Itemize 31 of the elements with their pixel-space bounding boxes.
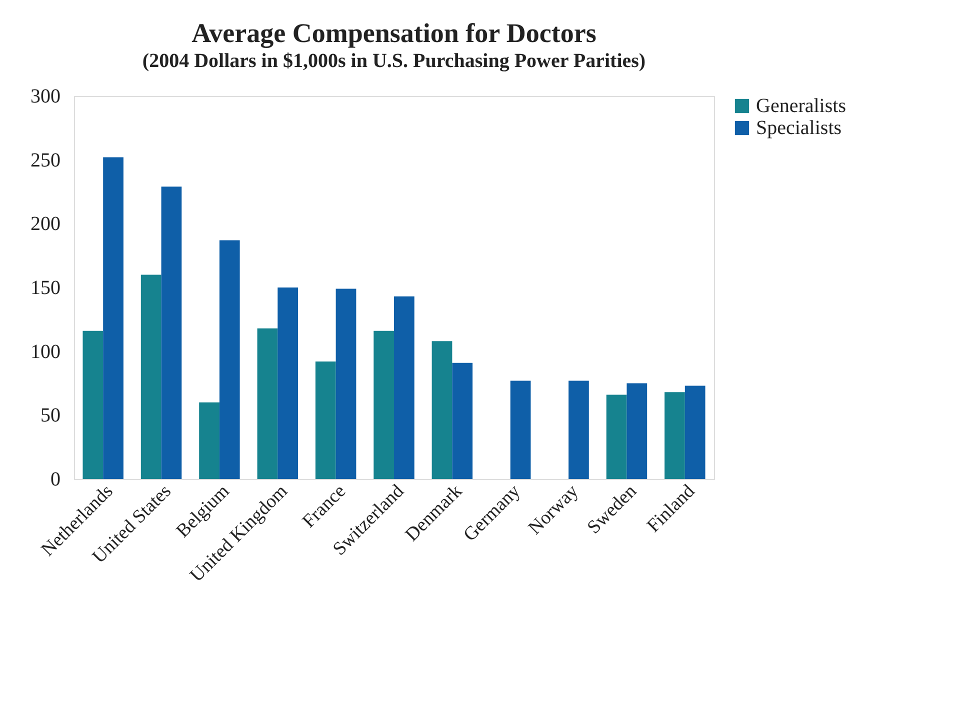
bar (82, 330, 104, 479)
bar (626, 383, 648, 479)
bar (452, 362, 473, 479)
bar (199, 402, 220, 479)
bar (374, 330, 394, 479)
chart-subtitle: (2004 Dollars in $1,000s in U.S. Purchasing Power Parities) (142, 50, 646, 72)
bar (219, 240, 240, 479)
bar (336, 288, 356, 479)
bar (664, 392, 685, 479)
bar (103, 157, 124, 479)
bar (315, 362, 336, 479)
bar (684, 386, 706, 479)
legend-label: Specialists (756, 117, 842, 139)
y-tick-label: 150 (30, 277, 60, 299)
bar (432, 341, 452, 479)
bar (140, 274, 162, 479)
y-tick-label: 250 (30, 149, 60, 172)
bar (568, 380, 589, 479)
y-tick-label: 100 (30, 340, 60, 363)
y-tick-label: 300 (30, 86, 60, 108)
bar (278, 288, 298, 479)
y-tick-label: 50 (40, 404, 60, 427)
y-tick-label: 200 (30, 213, 60, 236)
y-tick-label: 0 (50, 468, 60, 490)
chart-title: Average Compensation for Doctors (192, 18, 596, 48)
bar (161, 186, 182, 479)
bar (510, 380, 531, 479)
legend-label: Generalists (756, 95, 846, 117)
bar (257, 328, 278, 479)
bar (606, 394, 627, 479)
bar (394, 296, 414, 479)
